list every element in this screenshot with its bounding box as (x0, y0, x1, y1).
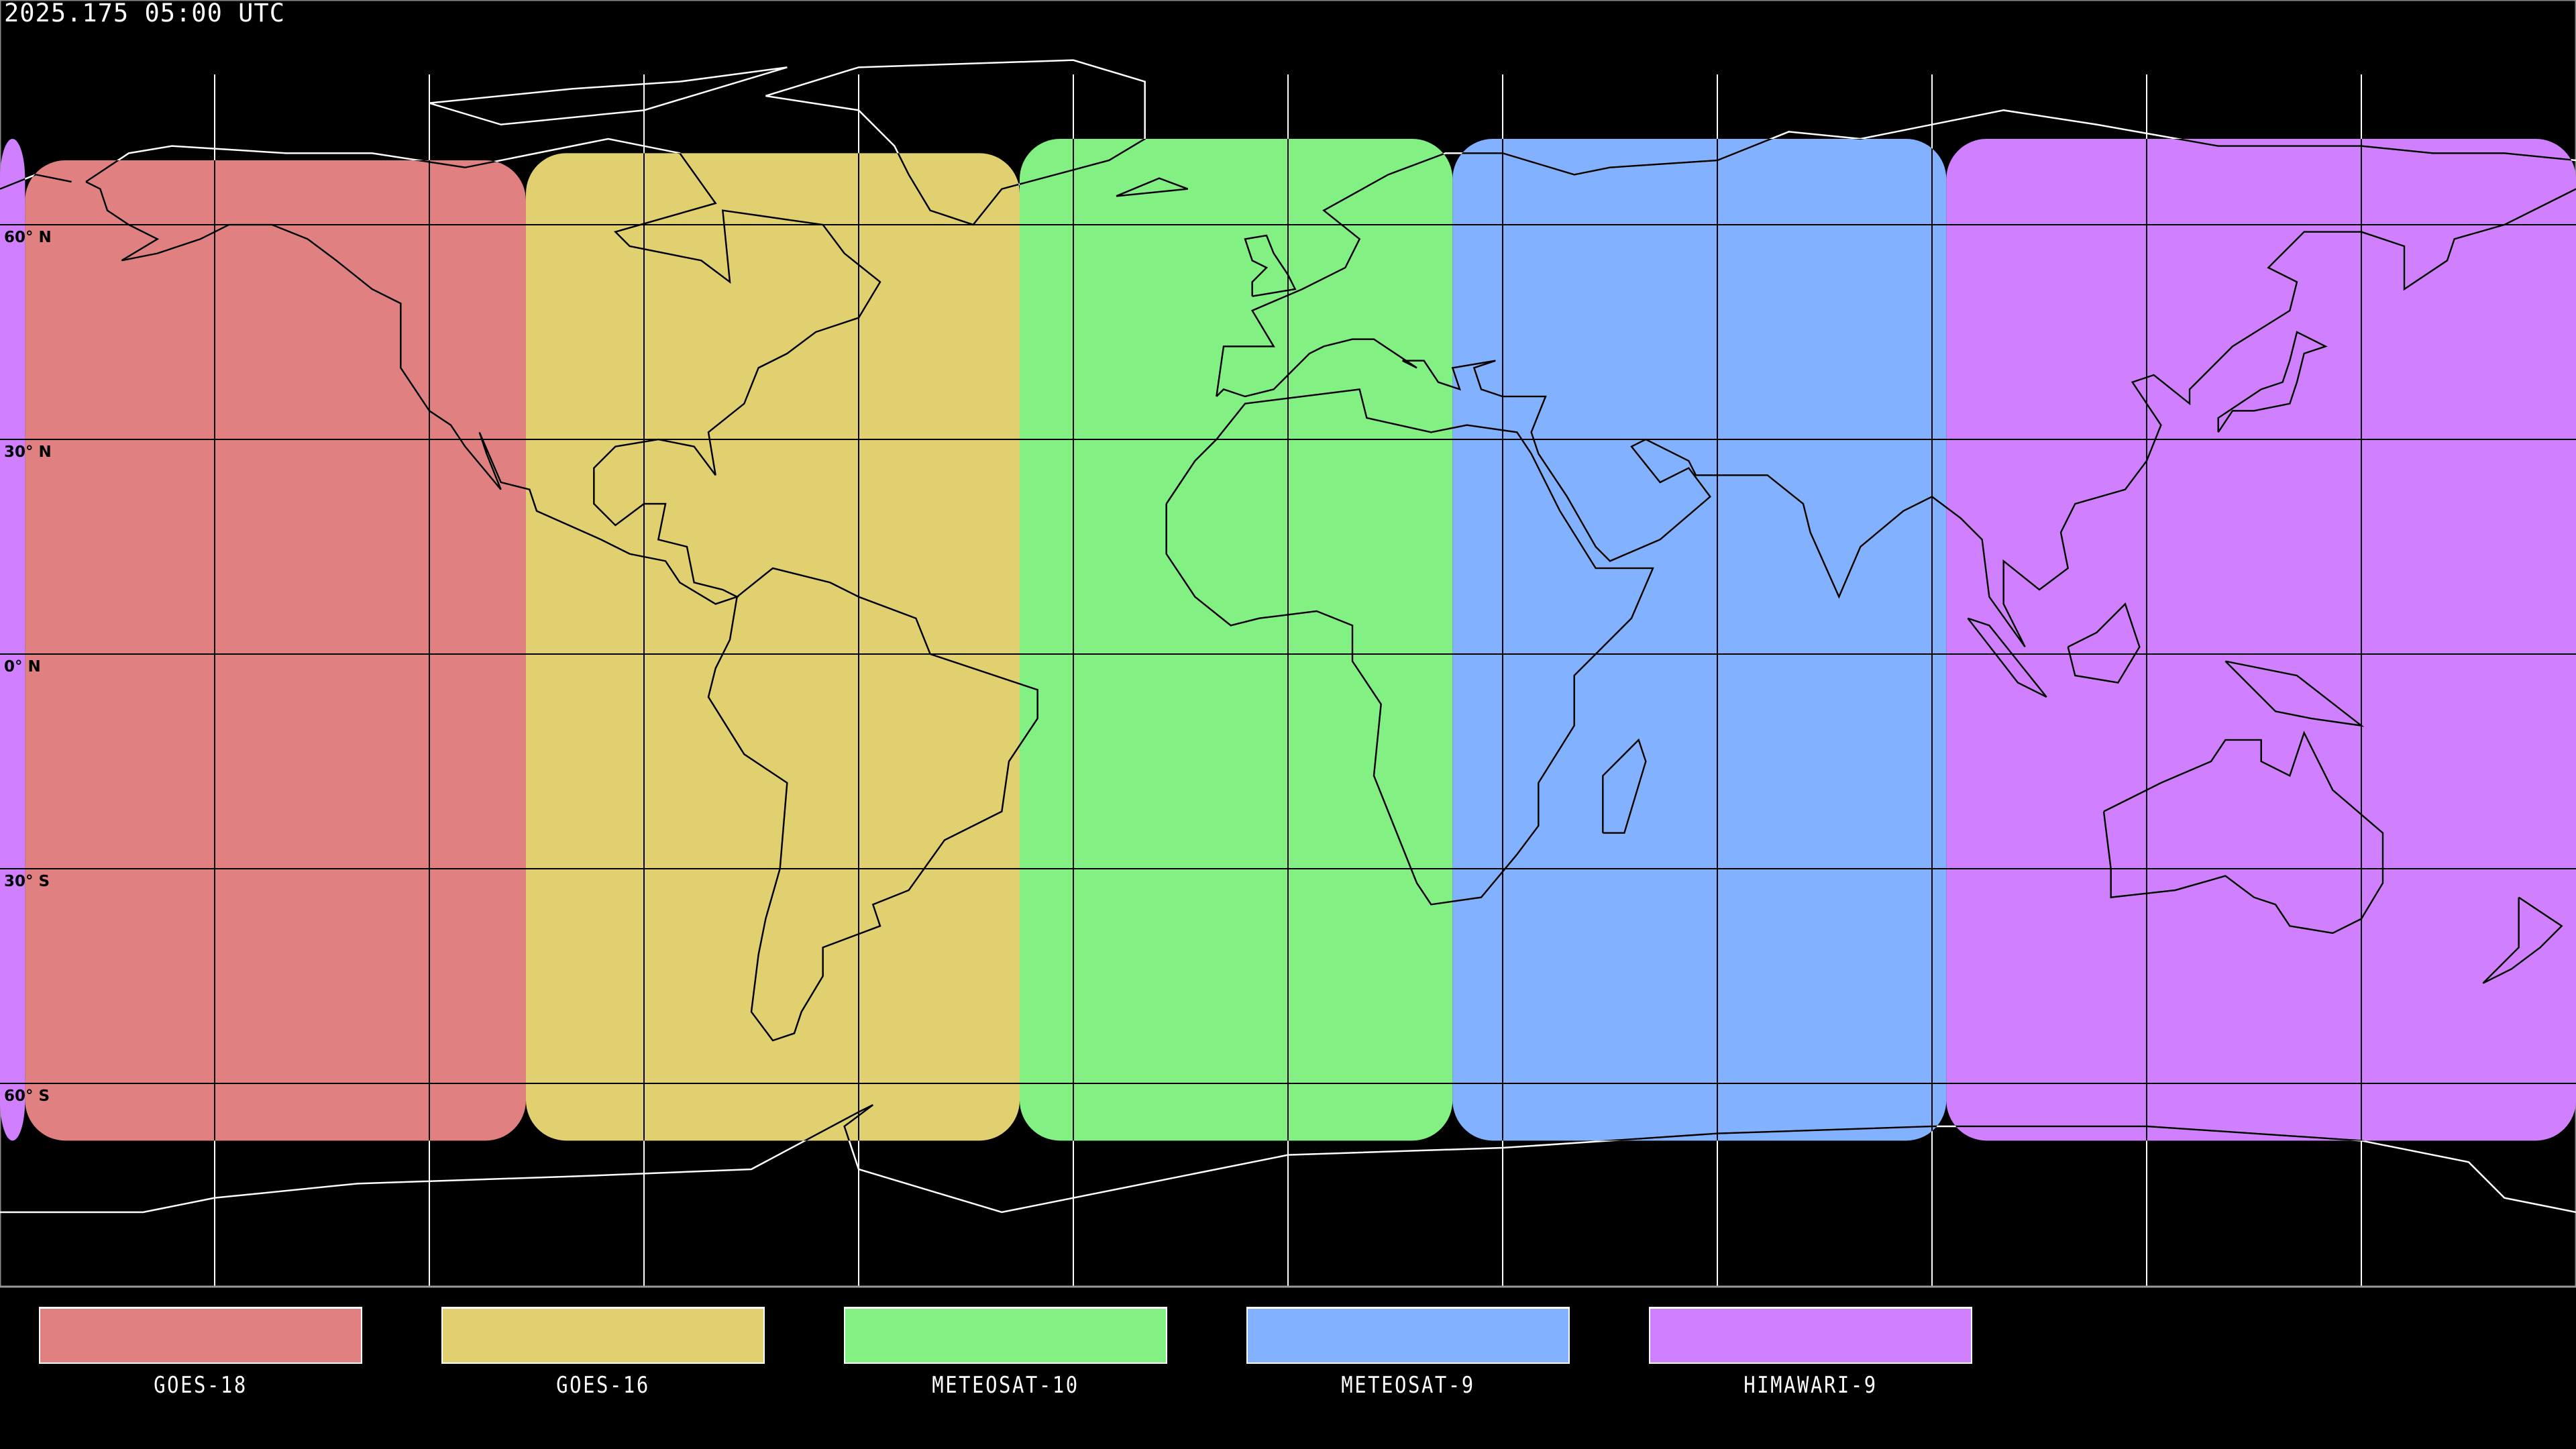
legend-item: HIMAWARI-9 (1649, 1307, 1972, 1399)
coverage-regions (0, 138, 2576, 1141)
latitude-label: 60° S (4, 1087, 50, 1105)
coastline (429, 66, 788, 125)
coverage-goes-16 (526, 153, 1020, 1141)
coastline (1216, 188, 2576, 648)
legend-label: METEOSAT-9 (1341, 1372, 1475, 1399)
legend-item: METEOSAT-9 (1246, 1307, 1570, 1399)
coastline (0, 1104, 2576, 1141)
coverage-meteosat-9 (1452, 138, 1947, 1141)
latitude-label: 0° N (4, 658, 41, 676)
legend-swatch (1246, 1307, 1570, 1364)
coverage-himawari-9 (1946, 139, 2576, 1141)
coastline (707, 567, 1038, 1042)
latitude-label: 60° N (4, 228, 52, 246)
coastline (1244, 234, 1297, 297)
legend-swatch (39, 1307, 362, 1364)
coverage-himawari-9 (0, 138, 25, 1141)
latitude-label: 30° N (4, 443, 52, 461)
coverage-goes-18 (25, 160, 527, 1141)
legend-swatch (1649, 1307, 1972, 1364)
coastline (1602, 738, 1647, 834)
coastline (85, 138, 881, 605)
legend-swatch (844, 1307, 1167, 1364)
coastline (1116, 177, 1189, 197)
legend-item: GOES-16 (441, 1307, 765, 1399)
coverage-meteosat-10 (1020, 138, 1453, 1141)
coastline (2102, 731, 2384, 934)
legend-swatch (441, 1307, 765, 1364)
legend-item: GOES-18 (39, 1307, 362, 1399)
timestamp-title: 2025.175 05:00 UTC (4, 0, 285, 28)
legend-label: HIMAWARI-9 (1743, 1372, 1878, 1399)
coastline (2224, 660, 2365, 727)
coastline (0, 174, 72, 190)
legend-item: METEOSAT-10 (844, 1307, 1167, 1399)
coastline (1967, 617, 2047, 698)
legend-label: GOES-16 (556, 1372, 650, 1399)
legend-label: GOES-18 (154, 1372, 248, 1399)
latitude-label: 30° S (4, 873, 50, 890)
coastline (2067, 602, 2141, 684)
coastline (1216, 138, 2576, 397)
coastline (1165, 388, 1654, 906)
coastline (2482, 896, 2563, 984)
legend-label: METEOSAT-10 (932, 1372, 1079, 1399)
coastlines-over-coverage (0, 138, 2576, 1141)
coastline (2217, 331, 2328, 433)
